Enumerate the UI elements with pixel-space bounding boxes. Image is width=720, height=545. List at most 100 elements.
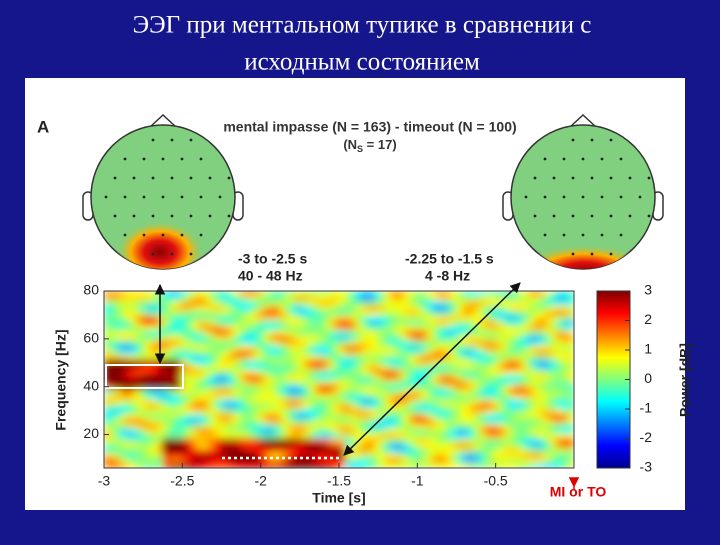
heatmap-cell (480, 433, 487, 440)
heatmap-cell (344, 300, 352, 307)
heatmap-cell (409, 350, 416, 356)
heatmap-cell (145, 295, 152, 302)
heatmap-cell (115, 305, 123, 312)
heatmap-cell (209, 453, 217, 459)
heatmap-cell (321, 310, 328, 317)
heatmap-cell (333, 310, 340, 317)
heatmap-cell (227, 433, 234, 440)
y-axis-label: Frequency [Hz] (53, 329, 69, 430)
heatmap-cell (491, 359, 499, 366)
heatmap-cell (292, 423, 299, 430)
heatmap-cell (433, 340, 440, 346)
heatmap-cell (368, 350, 375, 356)
heatmap-cell (104, 438, 111, 445)
heatmap-cell (491, 413, 499, 420)
heatmap-cell (162, 354, 170, 361)
heatmap-cell (292, 409, 299, 415)
heatmap-cell (515, 448, 522, 454)
heatmap-cell (268, 394, 275, 400)
heatmap-cell (127, 458, 134, 464)
heatmap-cell (180, 330, 187, 336)
heatmap-cell (333, 458, 340, 464)
heatmap-cell (297, 448, 305, 454)
heatmap-cell (327, 458, 334, 464)
heatmap-cell (145, 291, 152, 297)
heatmap-cell (438, 305, 446, 312)
heatmap-cell (339, 320, 346, 327)
heatmap-cell (356, 404, 364, 410)
heatmap-cell (421, 295, 428, 302)
heatmap-cell (321, 320, 328, 327)
heatmap-cell (450, 379, 458, 386)
electrode (543, 195, 547, 199)
heatmap-cell (315, 335, 322, 341)
heatmap-cell (450, 394, 458, 400)
heatmap-cell (421, 413, 428, 420)
heatmap-cell (409, 409, 416, 415)
heatmap-cell (109, 463, 117, 468)
heatmap-cell (145, 315, 152, 322)
heatmap-cell (386, 310, 393, 317)
heatmap-cell (397, 295, 405, 302)
heatmap-cell (556, 463, 563, 468)
heatmap-cell (192, 320, 199, 327)
heatmap-cell (403, 291, 411, 297)
heatmap-cell (450, 418, 458, 425)
heatmap-cell (456, 369, 463, 376)
electrode (552, 176, 556, 180)
heatmap-cell (421, 394, 428, 400)
heatmap-cell (474, 409, 481, 415)
heatmap-cell (203, 438, 211, 445)
heatmap-cell (374, 359, 381, 366)
heatmap-cell (444, 399, 452, 405)
heatmap-cell (227, 374, 234, 381)
heatmap-cell (245, 364, 252, 371)
heatmap-cell (268, 448, 275, 454)
heatmap-cell (380, 320, 387, 327)
heatmap-cell (462, 463, 469, 468)
heatmap-cell (568, 335, 574, 341)
heatmap-cell (550, 443, 557, 449)
heatmap-cell (174, 350, 181, 356)
heatmap-cell (239, 300, 246, 307)
heatmap-cell (438, 409, 446, 415)
heatmap-cell (133, 315, 140, 322)
heatmap-cell (562, 330, 569, 336)
heatmap-cell (215, 364, 223, 371)
heatmap-cell (215, 384, 223, 390)
heatmap-cell (174, 453, 181, 459)
heatmap-cell (391, 443, 399, 449)
heatmap-cell (192, 423, 199, 430)
heatmap-cell (327, 443, 334, 449)
heatmap-cell (292, 443, 299, 449)
heatmap-cell (409, 295, 416, 302)
heatmap-cell (286, 413, 293, 420)
heatmap-cell (562, 325, 569, 331)
heatmap-cell (239, 325, 246, 331)
heatmap-cell (421, 379, 428, 386)
heatmap-cell (239, 295, 246, 302)
heatmap-cell (162, 305, 170, 312)
heatmap-cell (292, 394, 299, 400)
heatmap-cell (227, 295, 234, 302)
heatmap-cell (532, 413, 540, 420)
heatmap-cell (333, 438, 340, 445)
heatmap-cell (444, 364, 452, 371)
heatmap-cell (292, 433, 299, 440)
heatmap-cell (297, 409, 305, 415)
heatmap-cell (509, 463, 516, 468)
heatmap-cell (468, 369, 475, 376)
heatmap-cell (198, 364, 205, 371)
heatmap-cell (550, 320, 557, 327)
heatmap-cell (409, 305, 416, 312)
heatmap-cell (350, 340, 358, 346)
heatmap-cell (133, 379, 140, 386)
heatmap-cell (203, 315, 211, 322)
heatmap-cell (162, 325, 170, 331)
electrode (151, 214, 155, 218)
heatmap-cell (339, 359, 346, 366)
heatmap-cell (209, 423, 217, 430)
heatmap-cell (444, 340, 452, 346)
heatmap-cell (286, 374, 293, 381)
heatmap-cell (444, 305, 452, 312)
